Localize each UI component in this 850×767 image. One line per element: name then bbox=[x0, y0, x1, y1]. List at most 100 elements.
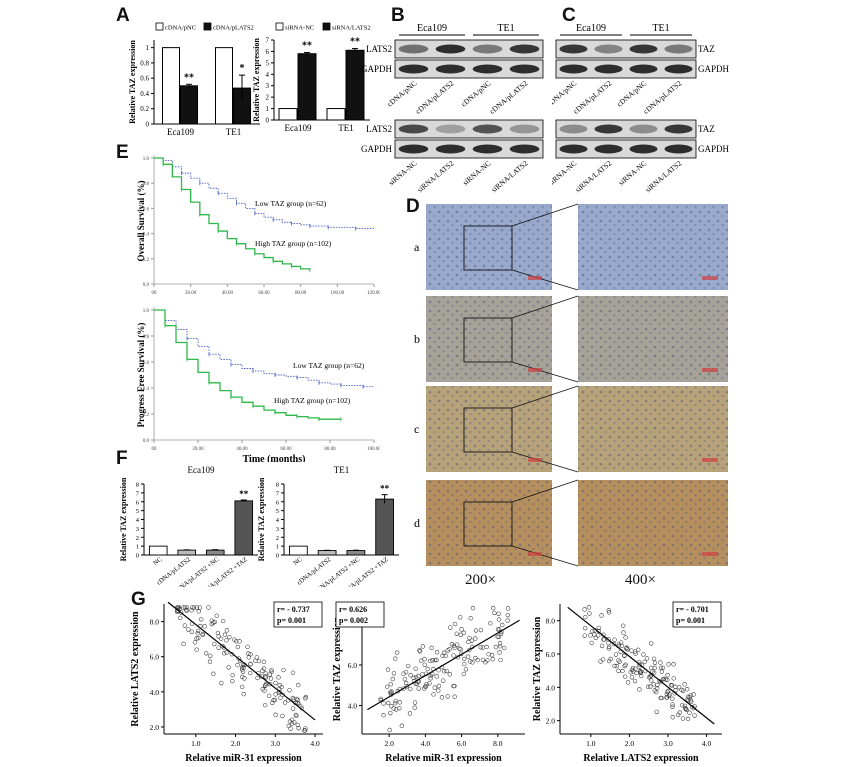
data-point bbox=[679, 703, 685, 708]
fit-line bbox=[567, 606, 715, 725]
data-point bbox=[278, 695, 283, 700]
data-point bbox=[480, 645, 486, 650]
data-point bbox=[680, 688, 686, 693]
blot-strip bbox=[555, 139, 697, 159]
ihc-image-400x bbox=[578, 386, 728, 472]
data-point bbox=[403, 670, 409, 675]
blot-band bbox=[629, 124, 658, 134]
data-point bbox=[458, 615, 463, 620]
zoom-box bbox=[463, 225, 513, 271]
scale-bar bbox=[528, 368, 542, 372]
category-label: Eca109 bbox=[285, 123, 312, 133]
data-point bbox=[685, 716, 691, 722]
data-point bbox=[683, 706, 689, 711]
data-point bbox=[444, 668, 449, 674]
data-point bbox=[381, 701, 386, 706]
blot-band bbox=[559, 44, 588, 54]
data-point bbox=[256, 658, 262, 664]
data-point bbox=[248, 661, 253, 667]
data-point bbox=[622, 663, 627, 669]
x-tick-label: 4.0 bbox=[702, 739, 712, 748]
scale-bar bbox=[702, 458, 718, 462]
data-point bbox=[401, 671, 406, 676]
survival-curve bbox=[154, 157, 374, 230]
scale-bar bbox=[528, 552, 542, 556]
data-point bbox=[215, 630, 221, 636]
data-point bbox=[269, 667, 274, 673]
blot-row-label: LATS2 bbox=[366, 124, 392, 134]
y-axis-label: Progress Free Survival (%) bbox=[136, 323, 146, 428]
y-tick-label: 6 bbox=[276, 499, 280, 506]
data-point bbox=[290, 670, 296, 675]
blot-band bbox=[509, 64, 540, 74]
data-point bbox=[294, 713, 299, 719]
data-point bbox=[505, 612, 510, 618]
data-point bbox=[452, 621, 458, 627]
data-point bbox=[391, 671, 397, 676]
category-label: NC bbox=[152, 556, 163, 567]
y-tick-label: 6.0 bbox=[546, 650, 556, 659]
x-tick-label: 00 bbox=[152, 291, 158, 296]
data-point bbox=[467, 635, 472, 641]
data-point bbox=[621, 623, 626, 628]
blot-lane-label: cDNA/pNC bbox=[459, 79, 492, 109]
data-point bbox=[600, 657, 606, 662]
data-point bbox=[583, 625, 588, 631]
data-point bbox=[427, 681, 432, 686]
data-point bbox=[468, 659, 473, 664]
chart-f1: Eca109 0 1 2 3 4 5 6 78 Relative TAZ expression NC… bbox=[119, 465, 258, 587]
data-point bbox=[670, 704, 675, 709]
data-point bbox=[222, 632, 228, 637]
blot-band bbox=[509, 124, 540, 134]
x-tick-label: 100.00 bbox=[330, 291, 344, 296]
data-point bbox=[196, 609, 201, 614]
data-point bbox=[195, 630, 200, 636]
blot-band bbox=[629, 144, 658, 154]
data-point bbox=[240, 667, 245, 672]
blot-lane-label: cDNA/pNC bbox=[615, 79, 648, 109]
chart-a2: 0 1 2 3 4 5 6 7 Relative TAZ expression siRNA-NC s… bbox=[252, 22, 371, 133]
data-point bbox=[452, 694, 457, 699]
blot-lane-label: cDNA/pLATS2 bbox=[571, 78, 613, 115]
x-tick-label: 2.0 bbox=[625, 739, 635, 748]
data-point bbox=[402, 676, 408, 682]
data-point bbox=[273, 692, 278, 697]
data-point bbox=[277, 689, 282, 695]
blot-row-label: GAPDH bbox=[361, 64, 393, 74]
stats-box bbox=[672, 601, 722, 628]
scale-bar bbox=[702, 276, 718, 280]
data-point bbox=[462, 661, 467, 667]
data-point bbox=[397, 705, 402, 711]
data-point bbox=[194, 636, 199, 641]
y-tick-label: 3 bbox=[276, 526, 279, 533]
y-tick-label: 4 bbox=[276, 517, 280, 524]
data-point bbox=[182, 623, 187, 628]
data-point bbox=[480, 657, 486, 663]
data-point bbox=[612, 663, 617, 669]
y-tick-label: 5 bbox=[276, 508, 279, 515]
data-point bbox=[629, 648, 634, 653]
data-point bbox=[608, 656, 613, 662]
data-point bbox=[665, 673, 670, 678]
data-point bbox=[303, 694, 309, 700]
stats-box bbox=[335, 601, 385, 628]
data-point bbox=[650, 669, 655, 674]
data-point bbox=[606, 608, 611, 613]
blot-band bbox=[509, 144, 540, 154]
data-point bbox=[461, 630, 466, 636]
data-point bbox=[181, 641, 186, 646]
data-point bbox=[290, 695, 296, 701]
data-point bbox=[616, 668, 621, 674]
data-point bbox=[385, 667, 391, 672]
data-point bbox=[682, 703, 688, 709]
blot-lane-label: siRNA-NC bbox=[552, 159, 578, 188]
chart-a1: 0 0.2 0.4 0.6 0.8 1 Relative TAZ expression cDN… bbox=[128, 22, 260, 137]
blot-header: Eca109 bbox=[417, 23, 447, 34]
data-point bbox=[606, 637, 611, 642]
x-axis-label: Relative miR-31 expression bbox=[185, 753, 302, 764]
data-point bbox=[280, 713, 285, 719]
stats-p: p= 0.001 bbox=[676, 616, 705, 625]
data-point bbox=[637, 687, 642, 692]
